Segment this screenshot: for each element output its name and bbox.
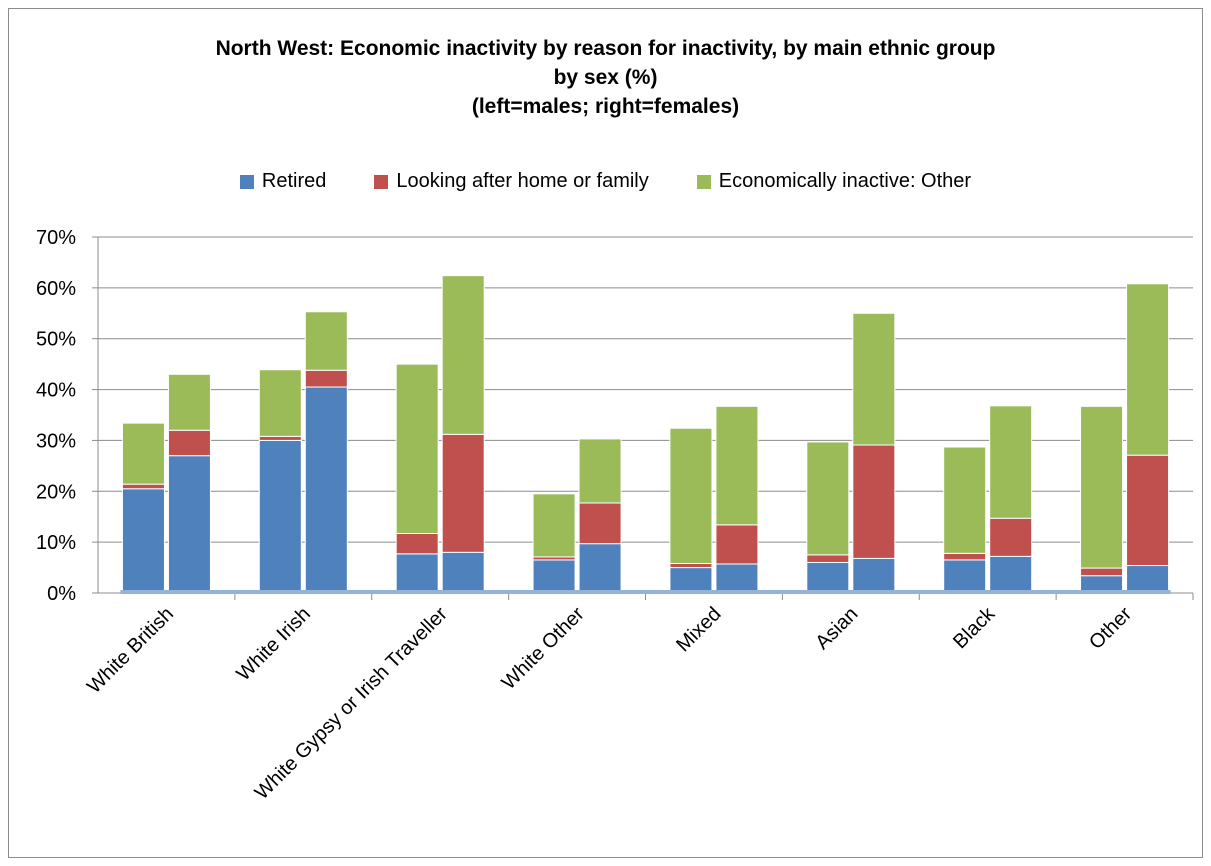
x-tick-label-3: White Other bbox=[498, 603, 589, 694]
bar-asian-males-series-0 bbox=[806, 561, 850, 594]
x-tick-label-6: Black bbox=[949, 602, 1000, 653]
bar-white-gypsy-or-irish-traveller-females-series-0 bbox=[441, 551, 485, 594]
chart-title-line-2: by sex (%) bbox=[553, 66, 658, 89]
bar-other-females-series-0 bbox=[1126, 565, 1170, 594]
bar-asian-males-series-2 bbox=[806, 441, 850, 556]
legend-label-retired: Retired bbox=[261, 170, 327, 192]
y-tick-label-0: 0% bbox=[47, 583, 76, 605]
bar-mixed-females-series-0 bbox=[715, 563, 759, 594]
legend-swatch-inactive-other bbox=[696, 174, 711, 189]
bar-white-irish-males-series-2 bbox=[258, 369, 302, 437]
legend-item-inactive-other: Economically inactive: Other bbox=[696, 170, 972, 193]
x-tick-label-1: White Irish bbox=[232, 603, 314, 685]
bar-other-females-series-1 bbox=[1126, 454, 1170, 567]
legend-swatch-retired bbox=[239, 174, 254, 189]
y-tick-label-4: 40% bbox=[36, 380, 76, 402]
chart-title-line-3: (left=males; right=females) bbox=[471, 95, 740, 118]
bar-asian-females-series-0 bbox=[852, 557, 896, 594]
bar-white-irish-females-series-1 bbox=[304, 369, 348, 388]
bar-other-females-series-2 bbox=[1126, 283, 1170, 456]
y-tick-label-7: 70% bbox=[36, 227, 76, 249]
bar-white-british-males-series-0 bbox=[121, 488, 165, 594]
bar-white-irish-males-series-0 bbox=[258, 439, 302, 594]
bar-white-british-females-series-2 bbox=[167, 373, 211, 431]
chart-title: North West: Economic inactivity by reaso… bbox=[0, 34, 1211, 121]
y-tick-label-3: 30% bbox=[36, 430, 76, 452]
legend-label-looking-after-home: Looking after home or family bbox=[396, 170, 649, 192]
bar-white-british-males-series-1 bbox=[121, 483, 165, 490]
y-tick-label-1: 10% bbox=[36, 532, 76, 554]
bar-white-other-males-series-2 bbox=[532, 493, 576, 558]
bar-white-irish-females-series-0 bbox=[304, 386, 348, 594]
chart-legend: Retired Looking after home or family Eco… bbox=[0, 170, 1211, 193]
bar-white-gypsy-or-irish-traveller-males-series-0 bbox=[395, 553, 439, 594]
bar-white-british-females-series-1 bbox=[167, 429, 211, 457]
legend-item-retired: Retired bbox=[239, 170, 327, 193]
bar-black-females-series-1 bbox=[989, 517, 1033, 557]
bar-asian-females-series-2 bbox=[852, 312, 896, 446]
bar-white-gypsy-or-irish-traveller-males-series-2 bbox=[395, 363, 439, 534]
bar-mixed-males-series-2 bbox=[669, 427, 713, 565]
bar-black-males-series-1 bbox=[943, 552, 987, 561]
bar-mixed-females-series-1 bbox=[715, 524, 759, 565]
bar-black-males-series-2 bbox=[943, 446, 987, 554]
x-tick-label-7: Other bbox=[1085, 603, 1136, 654]
bar-black-males-series-0 bbox=[943, 559, 987, 594]
bar-white-other-females-series-1 bbox=[578, 502, 622, 545]
y-axis-ticks: 0% 10% 20% 30% 40% 50% 60% 70% bbox=[36, 227, 98, 605]
legend-item-looking-after-home: Looking after home or family bbox=[374, 170, 649, 193]
bar-other-males-series-1 bbox=[1080, 567, 1124, 577]
bar-mixed-males-series-1 bbox=[669, 563, 713, 569]
bar-white-irish-females-series-2 bbox=[304, 311, 348, 371]
bar-other-males-series-2 bbox=[1080, 405, 1124, 569]
bar-white-other-males-series-0 bbox=[532, 559, 576, 594]
bars bbox=[121, 275, 1170, 594]
bar-asian-males-series-1 bbox=[806, 554, 850, 563]
axes bbox=[97, 237, 1194, 600]
legend-swatch-looking-after-home bbox=[374, 174, 389, 189]
bar-white-irish-males-series-1 bbox=[258, 435, 302, 441]
chart-title-line-1: North West: Economic inactivity by reaso… bbox=[215, 37, 996, 60]
bar-white-british-males-series-2 bbox=[121, 422, 165, 485]
bar-white-british-females-series-0 bbox=[167, 455, 211, 594]
bar-asian-females-series-1 bbox=[852, 444, 896, 559]
x-tick-label-0: White British bbox=[83, 603, 178, 698]
bar-white-other-females-series-2 bbox=[578, 438, 622, 504]
y-tick-label-6: 60% bbox=[36, 278, 76, 300]
bar-white-gypsy-or-irish-traveller-males-series-1 bbox=[395, 532, 439, 555]
x-tick-label-4: Mixed bbox=[672, 603, 725, 656]
x-tick-label-5: Asian bbox=[811, 603, 862, 654]
bar-white-gypsy-or-irish-traveller-females-series-1 bbox=[441, 433, 485, 553]
y-tick-label-5: 50% bbox=[36, 329, 76, 351]
bar-white-gypsy-or-irish-traveller-females-series-2 bbox=[441, 275, 485, 435]
bar-mixed-females-series-2 bbox=[715, 405, 759, 526]
bar-mixed-males-series-0 bbox=[669, 567, 713, 594]
bar-white-other-females-series-0 bbox=[578, 543, 622, 594]
y-tick-label-2: 20% bbox=[36, 481, 76, 503]
legend-label-inactive-other: Economically inactive: Other bbox=[718, 170, 972, 192]
bar-black-females-series-0 bbox=[989, 555, 1033, 594]
bar-black-females-series-2 bbox=[989, 405, 1033, 519]
